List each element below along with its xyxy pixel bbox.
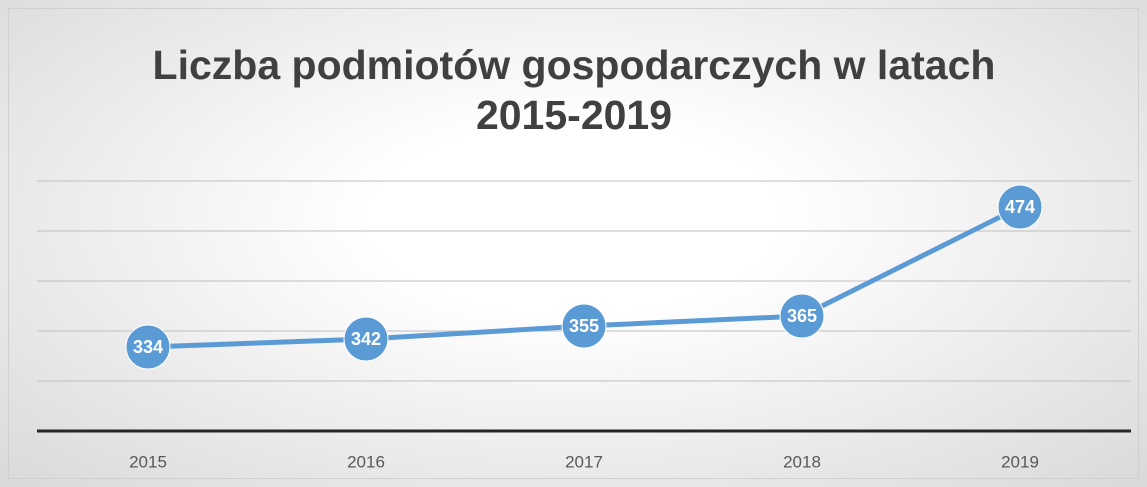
marker: [779, 293, 825, 339]
data-label: 365: [787, 306, 817, 326]
data-label: 355: [569, 316, 599, 336]
x-tick-label: 2015: [129, 452, 167, 471]
frame: [8, 8, 1139, 479]
marker: [997, 184, 1043, 230]
chart-title: Liczba podmiotów gospodarczych w latach …: [152, 42, 996, 138]
marker: [125, 324, 171, 370]
marker: [561, 303, 607, 349]
marker: [343, 316, 389, 362]
x-tick-label: 2016: [347, 452, 385, 471]
data-label: 342: [351, 329, 381, 349]
data-label: 474: [1005, 197, 1035, 217]
data-label: 334: [133, 337, 163, 357]
x-tick-label: 2017: [565, 452, 603, 471]
x-tick-label: 2019: [1001, 452, 1039, 471]
x-tick-label: 2018: [783, 452, 821, 471]
